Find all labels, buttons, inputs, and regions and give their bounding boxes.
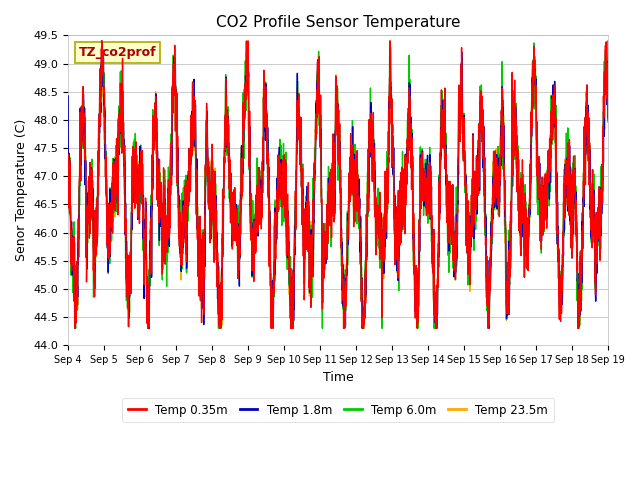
Title: CO2 Profile Sensor Temperature: CO2 Profile Sensor Temperature <box>216 15 460 30</box>
Legend: Temp 0.35m, Temp 1.8m, Temp 6.0m, Temp 23.5m: Temp 0.35m, Temp 1.8m, Temp 6.0m, Temp 2… <box>122 397 554 422</box>
Text: TZ_co2prof: TZ_co2prof <box>79 46 157 59</box>
Y-axis label: Senor Temperature (C): Senor Temperature (C) <box>15 119 28 262</box>
X-axis label: Time: Time <box>323 371 353 384</box>
